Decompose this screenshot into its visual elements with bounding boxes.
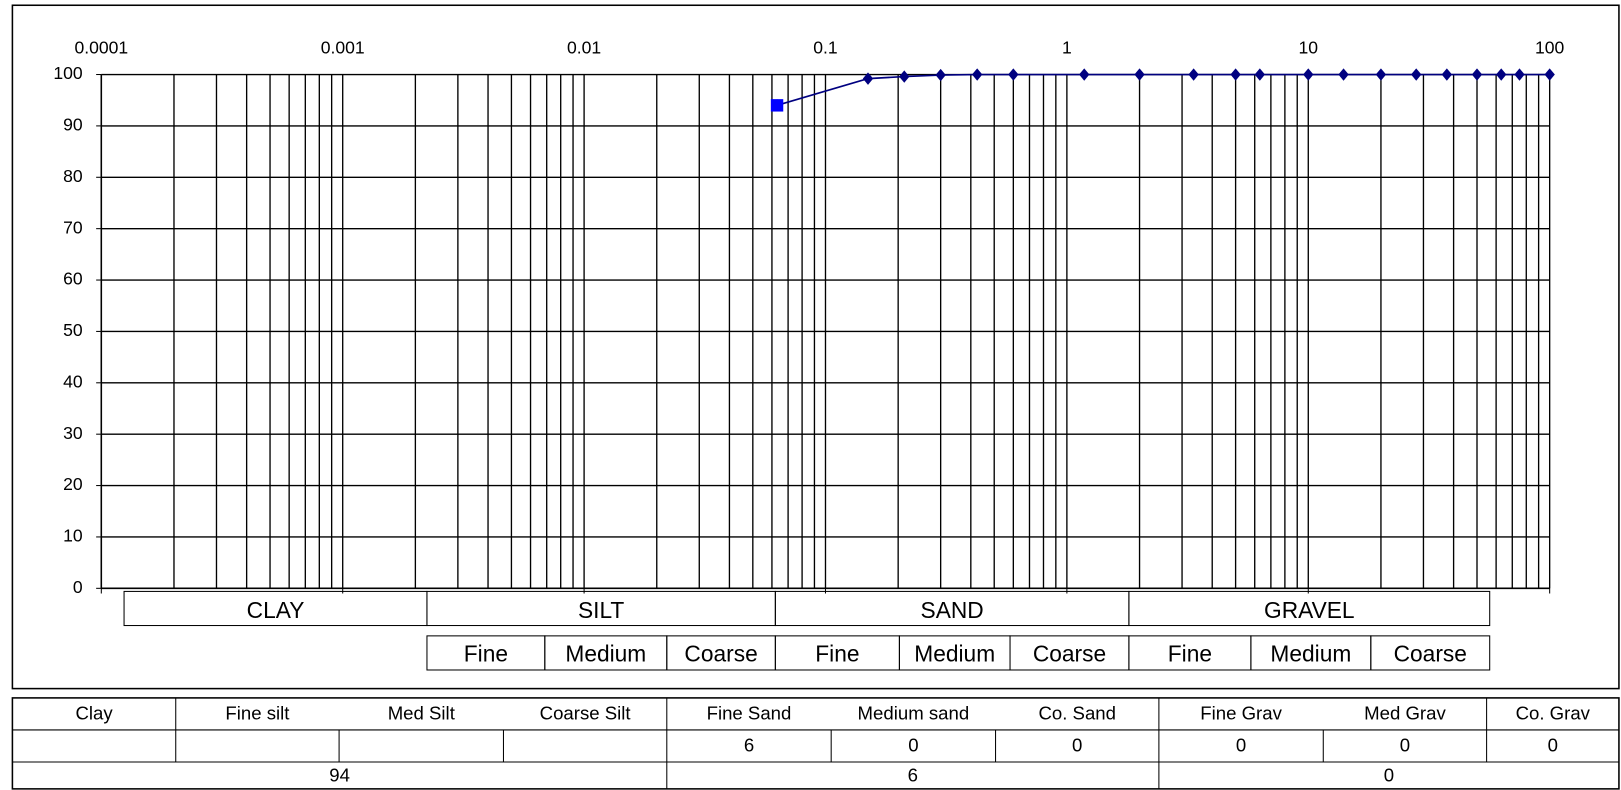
y-tick-label: 20 (63, 474, 83, 494)
y-tick-label: 10 (63, 526, 83, 546)
x-tick-label: 0.01 (567, 37, 601, 57)
subclass-label: Fine (464, 641, 508, 667)
marker (1254, 68, 1266, 81)
table-cell: 0 (1384, 764, 1394, 785)
table-header: Fine Sand (707, 702, 792, 723)
table-cell: 6 (908, 764, 918, 785)
table-header: Med Grav (1364, 702, 1446, 723)
x-tick-label: 0.001 (321, 37, 365, 57)
class-label: SAND (921, 597, 984, 623)
class-box (1128, 590, 1491, 627)
class-label: SILT (578, 597, 624, 623)
x-tick-label: 0.1 (813, 37, 837, 57)
table-header: Fine silt (225, 702, 290, 723)
subclass-label: Fine (815, 641, 859, 667)
marker (1441, 68, 1453, 81)
table-header: Fine Grav (1200, 702, 1282, 723)
table-header: Co. Grav (1516, 702, 1591, 723)
y-tick-label: 50 (63, 320, 83, 340)
subclass-label: Coarse (684, 641, 757, 667)
marker (1471, 68, 1483, 81)
subclass-box (1370, 635, 1491, 671)
subclass-label: Fine (1168, 641, 1212, 667)
y-tick-label: 30 (63, 423, 83, 443)
marker (1375, 68, 1387, 81)
marker (1079, 68, 1090, 81)
subclass-label: Coarse (1033, 641, 1106, 667)
y-tick-label: 80 (63, 166, 83, 186)
class-label: CLAY (247, 597, 305, 623)
table-cell: 0 (1072, 734, 1082, 755)
y-tick-label: 70 (63, 217, 83, 237)
table-header: Coarse Silt (540, 702, 632, 723)
y-tick-label: 40 (63, 371, 83, 391)
table-header: Co. Sand (1038, 702, 1116, 723)
table-header: Medium sand (858, 702, 970, 723)
class-label: GRAVEL (1264, 597, 1355, 623)
marker (770, 99, 784, 112)
table-cell: 0 (1548, 734, 1558, 755)
subclass-label: Medium (565, 641, 646, 667)
subclass-label: Coarse (1394, 641, 1467, 667)
marker (1411, 68, 1422, 81)
table-cell: 0 (908, 734, 918, 755)
marker (1134, 68, 1145, 81)
marker (1303, 68, 1314, 81)
table-cell: 0 (1400, 734, 1410, 755)
subclass-label: Medium (1270, 641, 1351, 667)
x-tick-label: 0.0001 (74, 37, 128, 57)
x-tick-label: 10 (1299, 37, 1319, 57)
y-tick-label: 90 (63, 115, 83, 135)
y-tick-label: 0 (73, 577, 83, 597)
marker (1338, 68, 1349, 81)
table-header: Med Silt (388, 702, 456, 723)
table-cell: 94 (329, 764, 350, 785)
y-tick-label: 60 (63, 269, 83, 289)
subclass-label: Medium (914, 641, 995, 667)
x-tick-label: 100 (1535, 37, 1565, 57)
x-tick-label: 1 (1062, 37, 1072, 57)
marker (1496, 68, 1507, 81)
table-frame (11, 697, 1620, 790)
table-cell: 6 (744, 734, 754, 755)
table-cell: 0 (1236, 734, 1246, 755)
chart-frame (11, 4, 1620, 690)
y-tick-label: 100 (53, 63, 83, 83)
table-header: Clay (75, 702, 113, 723)
